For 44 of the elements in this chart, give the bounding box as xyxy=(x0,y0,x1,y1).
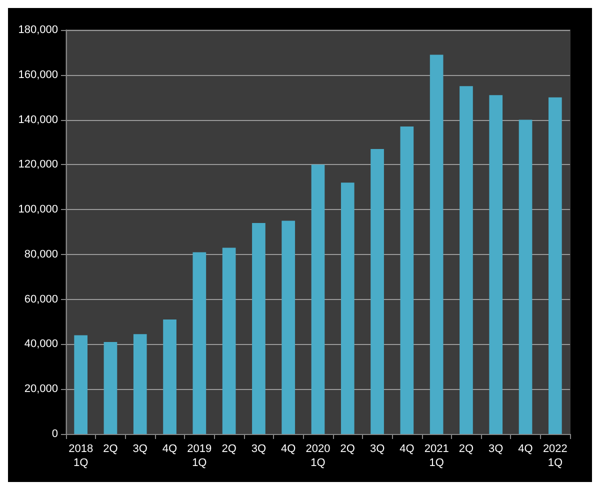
x-tick-label: 3Q xyxy=(488,443,504,455)
y-tick-label: 0 xyxy=(52,428,58,440)
x-tick-label: 2018 1Q xyxy=(68,443,94,469)
bar xyxy=(104,342,118,434)
x-tick-label: 4Q xyxy=(281,443,296,455)
x-tick-label: 2022 1Q xyxy=(542,443,568,469)
x-tick-label: 2Q xyxy=(103,443,118,455)
x-tick-label: 4Q xyxy=(400,443,415,455)
y-tick-label: 40,000 xyxy=(24,338,58,350)
y-tick-label: 100,000 xyxy=(18,204,58,216)
bar xyxy=(430,54,444,434)
bar xyxy=(340,182,354,434)
bar xyxy=(192,252,206,434)
y-tick-label: 120,000 xyxy=(18,158,58,171)
y-tick-label: 60,000 xyxy=(24,293,58,306)
bar xyxy=(460,86,473,434)
bar xyxy=(282,220,296,434)
bar xyxy=(74,335,88,434)
x-tick-label: 2020 1Q xyxy=(306,443,330,469)
bar xyxy=(548,97,562,434)
y-tick-label: 80,000 xyxy=(24,248,58,260)
x-tick-label: 4Q xyxy=(162,443,178,455)
bar xyxy=(133,334,147,434)
y-tick-label: 20,000 xyxy=(24,383,58,396)
x-tick-label: 2021 1Q xyxy=(424,443,449,469)
y-tick-label: 180,000 xyxy=(18,24,58,36)
bar xyxy=(311,164,325,434)
bar xyxy=(370,148,384,434)
y-tick-label: 140,000 xyxy=(18,114,58,126)
y-tick-label: 160,000 xyxy=(18,68,58,81)
x-tick-label: 2Q xyxy=(458,443,474,455)
x-tick-label: 4Q xyxy=(518,443,534,455)
x-tick-label: 2Q xyxy=(340,443,356,455)
bar xyxy=(163,320,176,434)
bar xyxy=(400,126,414,434)
x-tick-label: 3Q xyxy=(370,443,386,455)
x-tick-label: 2Q xyxy=(222,443,237,455)
bar xyxy=(518,120,532,434)
bar xyxy=(489,95,503,434)
x-tick-label: 3Q xyxy=(251,443,266,455)
bar xyxy=(222,248,236,434)
x-tick-label: 2019 1Q xyxy=(187,443,212,469)
bar xyxy=(252,223,266,434)
x-tick-label: 3Q xyxy=(132,443,148,455)
